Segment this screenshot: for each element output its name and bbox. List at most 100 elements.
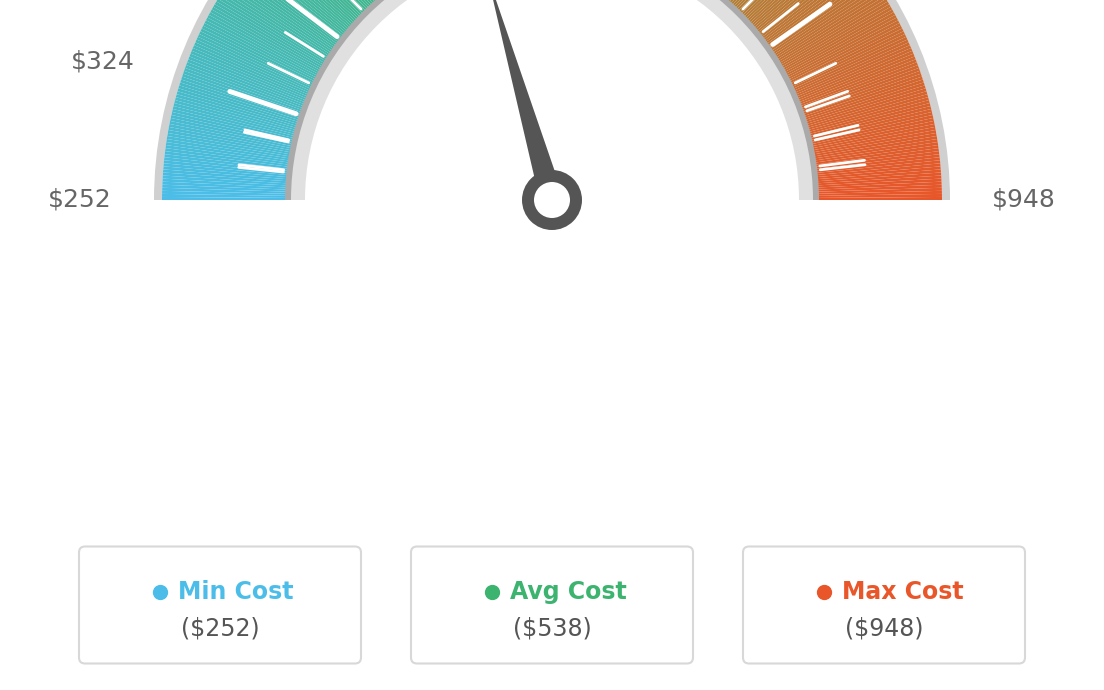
Wedge shape: [280, 0, 369, 10]
Wedge shape: [757, 0, 857, 34]
Wedge shape: [173, 103, 296, 136]
Wedge shape: [817, 185, 942, 192]
Wedge shape: [793, 37, 907, 91]
Wedge shape: [767, 0, 871, 48]
Wedge shape: [787, 20, 900, 79]
Wedge shape: [264, 0, 358, 21]
Wedge shape: [806, 88, 926, 126]
Wedge shape: [174, 100, 296, 134]
Wedge shape: [766, 0, 869, 46]
Wedge shape: [291, 0, 813, 200]
Wedge shape: [255, 0, 352, 28]
Wedge shape: [805, 86, 925, 124]
Text: ($538): ($538): [512, 616, 592, 640]
Wedge shape: [272, 0, 363, 16]
Text: Min Cost: Min Cost: [178, 580, 294, 604]
Wedge shape: [202, 26, 315, 83]
Wedge shape: [192, 48, 308, 99]
Wedge shape: [199, 31, 314, 87]
Wedge shape: [815, 151, 940, 169]
Wedge shape: [816, 170, 941, 181]
Text: $948: $948: [992, 188, 1055, 212]
Wedge shape: [163, 160, 288, 175]
Wedge shape: [162, 188, 287, 194]
Wedge shape: [220, 0, 327, 61]
Wedge shape: [750, 0, 845, 25]
Wedge shape: [166, 145, 289, 165]
Circle shape: [534, 182, 570, 218]
Wedge shape: [164, 154, 289, 171]
Wedge shape: [283, 0, 371, 8]
Wedge shape: [257, 0, 353, 26]
Wedge shape: [795, 45, 911, 97]
Wedge shape: [809, 106, 932, 138]
Wedge shape: [179, 82, 299, 122]
Wedge shape: [291, 0, 376, 3]
Wedge shape: [746, 0, 840, 21]
Wedge shape: [811, 124, 935, 150]
Wedge shape: [164, 151, 289, 169]
Wedge shape: [784, 12, 895, 74]
Wedge shape: [172, 109, 295, 140]
Text: $324: $324: [71, 49, 135, 73]
Wedge shape: [163, 164, 288, 177]
Wedge shape: [254, 0, 350, 30]
Wedge shape: [768, 0, 873, 49]
Wedge shape: [287, 0, 373, 6]
Wedge shape: [246, 0, 346, 36]
Wedge shape: [815, 145, 938, 165]
Wedge shape: [162, 185, 287, 192]
Wedge shape: [162, 179, 287, 188]
Wedge shape: [810, 115, 933, 144]
Wedge shape: [215, 1, 323, 67]
Wedge shape: [782, 4, 891, 69]
Wedge shape: [162, 194, 287, 198]
Wedge shape: [725, 0, 810, 1]
Wedge shape: [171, 115, 294, 144]
Wedge shape: [259, 0, 354, 25]
Wedge shape: [769, 0, 874, 51]
Wedge shape: [804, 79, 924, 120]
Wedge shape: [162, 172, 288, 184]
Wedge shape: [731, 0, 817, 6]
Wedge shape: [212, 7, 321, 70]
Wedge shape: [210, 10, 321, 72]
Wedge shape: [168, 127, 291, 152]
Bar: [142, 200, 962, 400]
Wedge shape: [184, 68, 302, 112]
Wedge shape: [810, 112, 933, 142]
Wedge shape: [194, 42, 309, 95]
Wedge shape: [728, 0, 813, 3]
Circle shape: [522, 170, 582, 230]
Wedge shape: [817, 191, 942, 196]
Wedge shape: [289, 0, 375, 4]
Wedge shape: [188, 59, 305, 106]
Wedge shape: [227, 0, 332, 52]
Wedge shape: [811, 118, 934, 146]
Wedge shape: [741, 0, 832, 16]
Wedge shape: [236, 0, 339, 44]
Wedge shape: [817, 194, 942, 198]
Wedge shape: [247, 0, 347, 34]
Wedge shape: [817, 181, 942, 190]
Wedge shape: [813, 130, 936, 155]
Wedge shape: [758, 0, 858, 36]
Wedge shape: [162, 175, 287, 186]
Wedge shape: [763, 0, 863, 41]
Wedge shape: [813, 133, 936, 157]
Wedge shape: [305, 0, 799, 200]
Wedge shape: [802, 68, 920, 112]
Wedge shape: [274, 0, 364, 14]
Wedge shape: [797, 51, 913, 101]
Wedge shape: [775, 0, 881, 58]
Wedge shape: [754, 0, 850, 30]
Polygon shape: [487, 0, 563, 229]
Wedge shape: [802, 71, 921, 114]
Wedge shape: [732, 0, 819, 7]
Wedge shape: [809, 109, 932, 140]
Wedge shape: [808, 97, 928, 132]
Wedge shape: [167, 136, 290, 159]
Wedge shape: [201, 28, 314, 86]
Wedge shape: [815, 148, 938, 167]
Wedge shape: [799, 59, 916, 106]
